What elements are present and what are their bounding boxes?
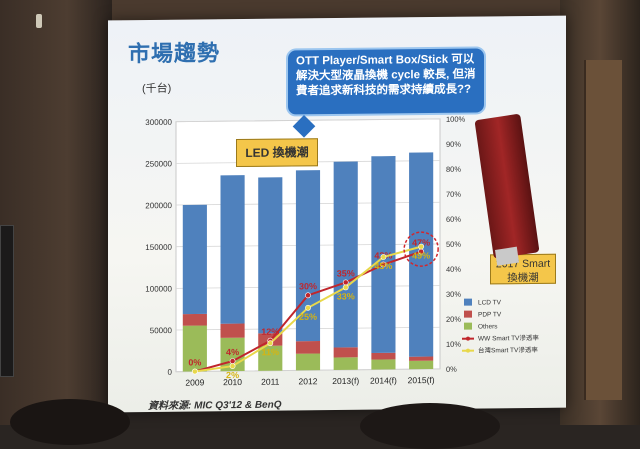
bar-segment <box>334 347 358 357</box>
x-tick-label: 2015(f) <box>408 375 435 385</box>
legend-marker <box>466 337 470 341</box>
series-point <box>381 254 386 259</box>
y-tick-label: 50000 <box>150 326 173 335</box>
led-replacement-label: LED 換機潮 <box>236 138 318 167</box>
left-wall <box>0 0 112 425</box>
x-tick-label: 2009 <box>185 377 204 387</box>
bar-segment <box>221 175 245 324</box>
y-tick-label: 300000 <box>145 118 172 127</box>
y2-tick-label: 10% <box>446 340 461 349</box>
ott-callout: OTT Player/Smart Box/Stick 可以解決大型液晶換機 cy… <box>286 46 486 116</box>
side-monitor <box>0 225 14 377</box>
y2-tick-label: 40% <box>446 265 461 274</box>
y-tick-label: 0 <box>168 368 173 377</box>
data-label: 45% <box>374 261 392 271</box>
audience-heads <box>0 395 640 425</box>
bar-segment <box>183 205 207 314</box>
data-label: 35% <box>337 268 355 278</box>
series-point <box>305 293 310 298</box>
audience-head <box>360 403 500 449</box>
audience-head <box>10 399 130 445</box>
y-tick-label: 100000 <box>145 284 172 293</box>
legend-marker <box>466 349 470 353</box>
legend-swatch <box>464 323 472 330</box>
bar-segment <box>334 161 358 347</box>
x-tick-label: 2014(f) <box>370 375 397 385</box>
series-point <box>192 369 197 374</box>
data-label: 4% <box>226 347 239 357</box>
data-label: 2% <box>226 370 239 380</box>
bar-segment <box>183 314 207 326</box>
data-label: 49% <box>412 251 430 261</box>
bar-segment <box>296 341 320 354</box>
y2-tick-label: 30% <box>446 290 461 299</box>
series-point <box>230 363 235 368</box>
data-label: 0% <box>188 357 201 367</box>
legend-label: Others <box>478 323 498 330</box>
legend-label: PDP TV <box>478 311 502 318</box>
series-point <box>268 341 273 346</box>
legend-label: 台灣Smart TV滲透率 <box>478 345 538 355</box>
y-tick-label: 200000 <box>145 201 172 210</box>
bar-segment <box>258 177 282 333</box>
series-point <box>343 285 348 290</box>
y2-tick-label: 100% <box>446 115 466 124</box>
bar-segment <box>371 359 395 369</box>
data-label: 11% <box>262 347 280 357</box>
y2-tick-label: 20% <box>446 315 461 324</box>
wood-pillar <box>584 60 622 400</box>
legend-label: WW Smart TV滲透率 <box>478 333 539 343</box>
bar-segment <box>221 323 245 337</box>
wall-lamp <box>36 14 42 28</box>
series-point <box>305 305 310 310</box>
y2-tick-label: 60% <box>446 215 461 224</box>
series-point <box>343 280 348 285</box>
legend-label: LCD TV <box>478 299 502 306</box>
y-tick-label: 250000 <box>145 159 172 168</box>
y2-tick-label: 90% <box>446 140 461 149</box>
x-tick-label: 2013(f) <box>332 376 359 386</box>
smart-label-line2: 換機潮 <box>491 271 555 286</box>
x-tick-label: 2011 <box>261 377 280 387</box>
bar-segment <box>371 353 395 360</box>
y2-tick-label: 0% <box>446 365 457 374</box>
legend-swatch <box>464 299 472 306</box>
y2-tick-label: 80% <box>446 165 461 174</box>
data-label: 30% <box>299 281 317 291</box>
data-label: 25% <box>299 312 317 322</box>
bar-segment <box>296 354 320 371</box>
smart-stick-connector <box>495 247 519 266</box>
bar-segment <box>409 356 433 360</box>
y2-tick-label: 70% <box>446 190 461 199</box>
series-point <box>230 358 235 363</box>
data-label: 33% <box>337 291 355 301</box>
y-tick-label: 150000 <box>145 243 172 252</box>
bar-segment <box>334 357 358 370</box>
y2-tick-label: 50% <box>446 240 461 249</box>
data-label: 12% <box>261 327 279 337</box>
legend-swatch <box>464 311 472 318</box>
x-tick-label: 2012 <box>299 376 318 386</box>
series-point <box>419 244 424 249</box>
bar-segment <box>409 361 433 370</box>
